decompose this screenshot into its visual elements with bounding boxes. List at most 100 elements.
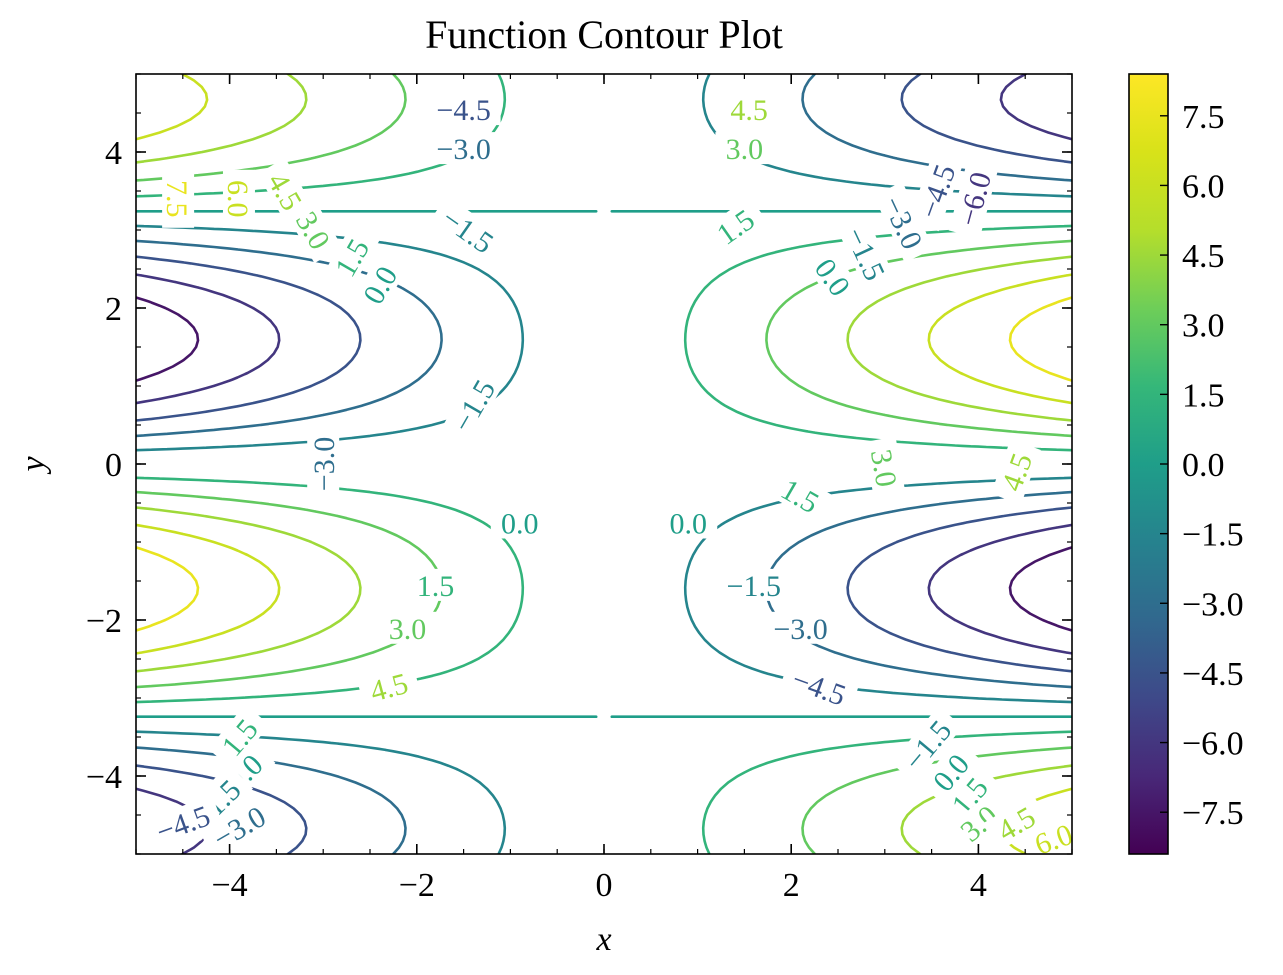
y-tick-label: 0 <box>105 447 122 484</box>
contour-label-group: 3.0 <box>864 436 906 500</box>
contour-label-group: 1.5 <box>406 568 465 603</box>
colorbar-tick-label: 7.5 <box>1182 99 1225 136</box>
contour-label-group: −1.5 <box>716 568 791 603</box>
contour-label-group: 4.5 <box>356 663 421 710</box>
colorbar-tick-label: −3.0 <box>1182 586 1244 623</box>
contour-label-group: −1.5 <box>440 365 506 446</box>
contour-label-bg <box>990 439 1041 505</box>
contour-label-group: 0.0 <box>490 506 549 541</box>
contour-label-bg <box>322 224 380 291</box>
contour-label-bg <box>1020 813 1087 864</box>
contour-label-bg <box>426 93 501 126</box>
contour-labels: −4.5−3.0−1.54.53.01.57.5 6.0 4.53.01.50.0−… <box>142 93 1087 864</box>
x-tick-label: 4 <box>970 867 987 904</box>
contour-line <box>136 296 1072 632</box>
contour-label: 4.5 <box>730 94 768 127</box>
contour-label: −3.0 <box>308 437 341 491</box>
y-tick-label: 2 <box>105 291 122 328</box>
contour-label: −4.5 <box>788 663 850 713</box>
contour-label-bg <box>716 568 791 601</box>
colorbar-tick-label: −4.5 <box>1182 656 1244 693</box>
contour-label-bg <box>426 132 501 165</box>
x-tick-label: −4 <box>212 867 248 904</box>
contour-label-bg <box>803 243 864 310</box>
contour-label-bg <box>938 763 1000 828</box>
colorbar-tick-label: 6.0 <box>1182 168 1225 205</box>
contour-label-group: −3.0 <box>307 427 341 501</box>
contour-label-bg <box>356 663 421 710</box>
contour-label-group: 4.5 <box>720 93 779 127</box>
contour-label-bg <box>715 132 774 165</box>
contour-line <box>136 210 1072 718</box>
contour-label: −3.0 <box>773 613 827 646</box>
contour-label-bg <box>873 181 934 263</box>
contour-label-group: 1.5 <box>767 466 834 524</box>
chart-title: Function Contour Plot <box>425 12 783 57</box>
y-tick-label: 4 <box>105 135 122 172</box>
contour-label-bg <box>945 791 1011 854</box>
y-axis-label: y <box>15 456 52 475</box>
y-axis: −4 −2 0 2 4 <box>86 73 1072 855</box>
colorbar-tick-label: 4.5 <box>1182 238 1225 275</box>
contour-label-group: −3.0 <box>426 132 501 166</box>
contour-label-bg <box>142 795 224 851</box>
contour-label-group: −4.5 <box>779 658 860 714</box>
contour-label-bg <box>890 706 963 784</box>
contour-label-bg <box>919 739 982 805</box>
contour-label: 7.5 <box>160 180 193 218</box>
colorbar-tick-label: 1.5 <box>1182 377 1225 414</box>
contour-label-bg <box>835 213 897 294</box>
contour-label: 0.0 <box>501 508 539 541</box>
contour-label-bg <box>763 611 838 644</box>
contour-label-bg <box>948 158 999 239</box>
x-axis-label: x <box>595 921 611 958</box>
contour-label-bg <box>208 704 270 770</box>
contour-label-bg <box>406 568 465 601</box>
contour-label-group: 0.0 <box>659 506 718 541</box>
colorbar-tick-label: 3.0 <box>1182 308 1225 345</box>
y-tick-label: −4 <box>86 759 122 796</box>
colorbar-ticks: 7.5 6.0 4.5 3.0 1.5 0.0 −1.5 −3.0 −4.5 −6.0 −7.5 <box>1160 99 1244 832</box>
contour-label: 3.0 <box>389 613 427 646</box>
contour-label: 1.5 <box>417 570 455 603</box>
contour-line <box>136 296 1072 632</box>
contour-label-bg <box>440 365 506 446</box>
contour-label-bg <box>490 506 549 539</box>
contour-label-bg <box>351 251 408 318</box>
colorbar-tick-label: 0.0 <box>1182 447 1225 484</box>
x-axis: −4 −2 0 2 4 <box>135 74 1073 904</box>
contour-label-bg <box>720 93 779 126</box>
contour-label-bg <box>378 611 437 644</box>
contour-label-group: 0.0 <box>803 243 864 310</box>
contour-label-group: −4.5 <box>426 93 501 127</box>
contour-label-bg <box>702 196 768 256</box>
contour-label-bg <box>285 196 343 264</box>
colorbar-tick-label: −1.5 <box>1182 517 1244 554</box>
contour-label-bg <box>779 658 860 714</box>
contour-label-bg <box>307 427 340 501</box>
contour-label-group: −4.5 <box>908 150 964 232</box>
contour-label: −3.0 <box>436 133 490 166</box>
contour-label-bg <box>162 169 195 228</box>
contour-label-bg <box>428 195 508 265</box>
contour-label: 3.0 <box>726 133 764 166</box>
contour-label-group: 7.5 <box>160 169 195 228</box>
contour-label-bg <box>767 466 834 524</box>
y-tick-label: −2 <box>86 603 122 640</box>
contour-label-group: 1.5 <box>702 196 768 256</box>
contour-label: 3.0 <box>864 447 903 490</box>
contour-line <box>136 74 1072 854</box>
contour-label-bg <box>659 506 718 539</box>
contour-label: 6.0 <box>221 180 254 218</box>
x-tick-label: 0 <box>596 867 613 904</box>
colorbar-tick-label: −7.5 <box>1182 795 1244 832</box>
contour-label-bg <box>864 436 906 500</box>
contour-label-bg <box>222 169 255 228</box>
contour-label-group: −3.0 <box>763 611 838 646</box>
contour-label-bg <box>982 794 1049 852</box>
contour-label: 0.0 <box>669 508 707 541</box>
contour-label-bg <box>908 150 964 232</box>
contour-label-group: 3.0 <box>378 611 437 646</box>
contour-line <box>136 74 1072 854</box>
